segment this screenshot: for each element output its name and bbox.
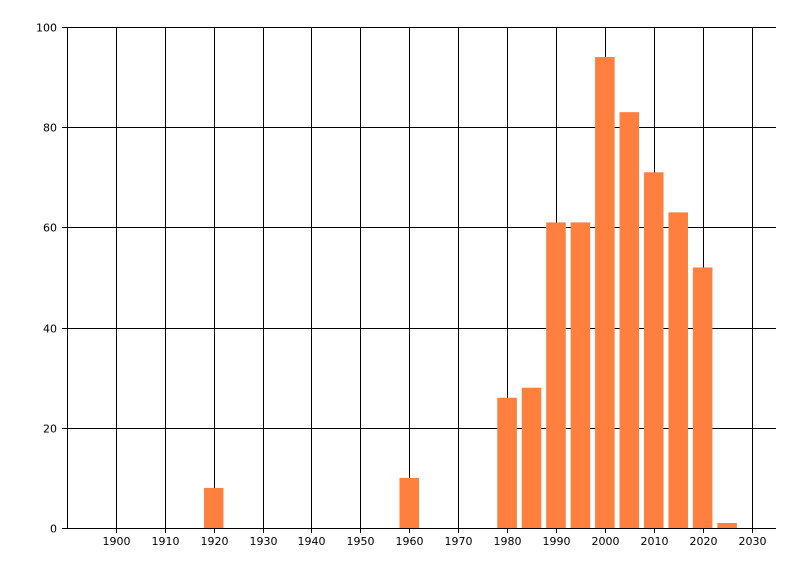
bar-1985 bbox=[521, 387, 542, 528]
x-tick-label-1960: 1960 bbox=[396, 535, 424, 548]
x-tick-label-2000: 2000 bbox=[592, 535, 620, 548]
y-tick-label-40: 40 bbox=[43, 323, 57, 336]
x-tick-label-1930: 1930 bbox=[250, 535, 278, 548]
bar-2000 bbox=[595, 57, 615, 529]
bar-1980 bbox=[497, 397, 517, 528]
bar-1990 bbox=[546, 222, 566, 528]
x-tick-label-1990: 1990 bbox=[543, 535, 571, 548]
bar-1920 bbox=[203, 487, 224, 528]
x-tick-label-1950: 1950 bbox=[347, 535, 375, 548]
x-tick-label-2030: 2030 bbox=[739, 535, 767, 548]
x-tick-label-1940: 1940 bbox=[298, 535, 326, 548]
y-tick-label-60: 60 bbox=[43, 222, 57, 235]
y-tick-label-80: 80 bbox=[43, 122, 57, 135]
x-tick-label-1900: 1900 bbox=[103, 535, 131, 548]
bar-2005 bbox=[619, 112, 640, 529]
y-tick-label-20: 20 bbox=[43, 423, 57, 436]
bar-2020 bbox=[692, 267, 713, 528]
bar-2015 bbox=[668, 212, 688, 528]
y-tick-label-0: 0 bbox=[50, 523, 57, 536]
x-tick-label-2010: 2010 bbox=[641, 535, 669, 548]
bar-2025 bbox=[717, 522, 737, 528]
y-tick-labels: 0 20 40 60 80 100 bbox=[36, 22, 67, 536]
x-tick-label-1920: 1920 bbox=[201, 535, 229, 548]
x-tick-label-2020: 2020 bbox=[690, 535, 718, 548]
x-tick-label-1970: 1970 bbox=[445, 535, 473, 548]
bar-1960 bbox=[399, 477, 420, 528]
y-tick-label-100: 100 bbox=[36, 22, 57, 35]
x-tick-label-1910: 1910 bbox=[152, 535, 180, 548]
bar-1995 bbox=[570, 222, 591, 528]
bars bbox=[203, 57, 737, 529]
axes bbox=[67, 27, 776, 529]
bar-2010 bbox=[643, 172, 664, 529]
x-tick-labels: 1900 1910 1920 1930 1940 1950 1960 1970 1980 1990… bbox=[103, 528, 767, 548]
x-tick-label-1980: 1980 bbox=[494, 535, 522, 548]
